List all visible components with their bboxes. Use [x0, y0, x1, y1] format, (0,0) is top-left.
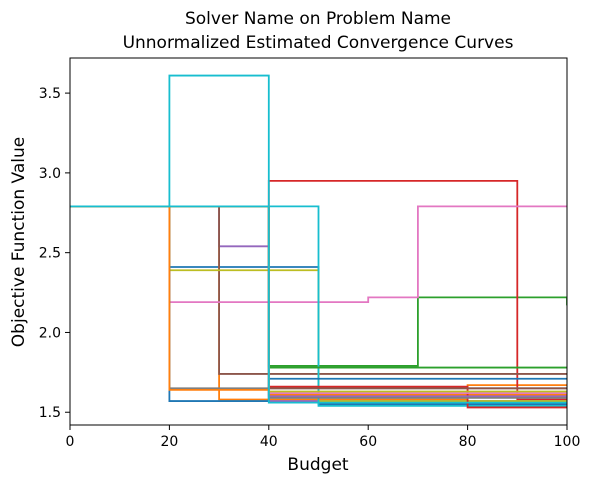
y-axis-label: Objective Function Value — [9, 137, 29, 347]
x-axis-label: Budget — [287, 455, 348, 475]
x-tick-label: 40 — [260, 434, 278, 450]
series-line-20 — [70, 205, 567, 404]
chart-subtitle: Unnormalized Estimated Convergence Curve… — [123, 33, 514, 53]
chart-title: Solver Name on Problem Name — [185, 9, 451, 29]
plot-area — [70, 74, 567, 409]
y-tick-label: 3.0 — [39, 166, 61, 182]
y-tick-label: 3.5 — [39, 86, 61, 102]
y-tick-label: 2.5 — [39, 246, 61, 262]
series-line-10 — [70, 74, 567, 407]
x-tick-label: 100 — [554, 434, 581, 450]
y-tick-label: 1.5 — [39, 405, 61, 421]
x-tick-label: 80 — [459, 434, 477, 450]
x-tick-label: 0 — [66, 434, 75, 450]
y-tick-label: 2.0 — [39, 325, 61, 341]
axes: 0 20 40 60 80 100 1.5 2.0 2.5 3.0 3.5 — [39, 57, 581, 450]
plot-frame — [69, 57, 568, 426]
x-tick-label: 60 — [359, 434, 377, 450]
x-tick-label: 20 — [160, 434, 178, 450]
